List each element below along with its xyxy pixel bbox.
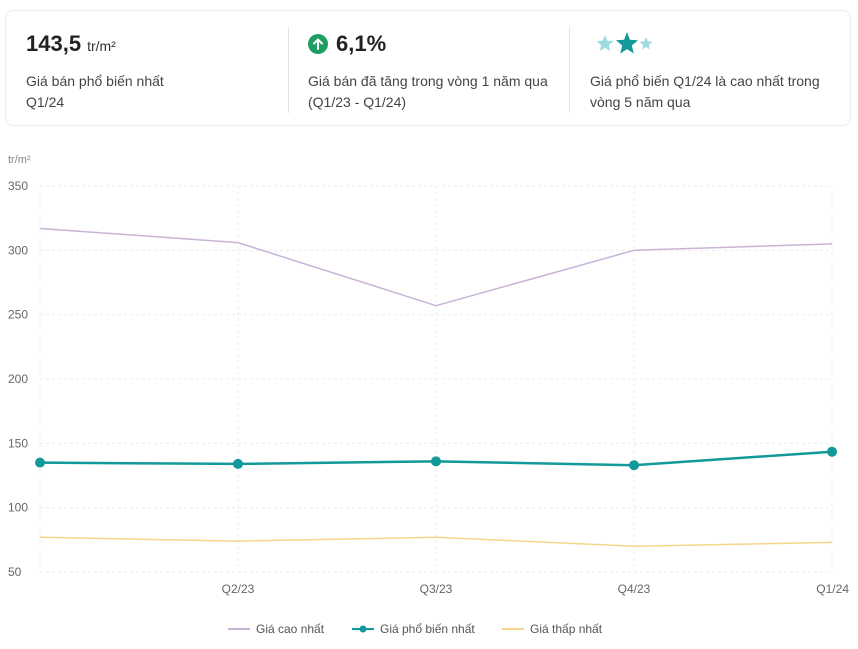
data-point-common[interactable] [431, 456, 441, 467]
y-tick-label: 200 [8, 372, 28, 386]
x-tick-label: Q1/24 [816, 582, 849, 596]
x-axis-ticks: Q2/23 Q3/23 Q4/23 Q1/24 [222, 582, 850, 596]
common-price-description: Giá bán phổ biến nhất Q1/24 [26, 71, 164, 113]
legend-label: Giá phổ biến nhất [380, 622, 475, 636]
price-change-desc-line1: Giá bán đã tăng trong vòng 1 năm qua [308, 73, 548, 89]
five-year-high-desc-line2: vòng 5 năm qua [590, 94, 691, 110]
y-axis-label: tr/m² [8, 154, 31, 166]
data-point-common[interactable] [827, 446, 837, 457]
five-year-high-description: Giá phổ biến Q1/24 là cao nhất trong vòn… [590, 71, 820, 113]
price-chart: tr/m² 50 100 150 200 250 300 350 Q2/23 Q3/23 Q4/… [0, 140, 858, 644]
divider [569, 27, 570, 113]
star-small-icon [596, 35, 614, 51]
series-high [39, 227, 833, 307]
data-point-common[interactable] [233, 458, 243, 469]
divider [288, 27, 289, 113]
series-low [39, 536, 833, 548]
stat-price-change: 6,1% Giá bán đã tăng trong vòng 1 năm qu… [308, 11, 566, 125]
data-point-common[interactable] [629, 460, 639, 471]
x-tick-label: Q3/23 [420, 582, 453, 596]
common-price-value: 143,5 [26, 31, 82, 56]
y-axis-ticks: 50 100 150 200 250 300 350 [8, 179, 28, 579]
series-line-high [39, 227, 833, 307]
common-price-desc-line1: Giá bán phổ biến nhất [26, 73, 164, 89]
stat-price-change-headline: 6,1% [308, 29, 386, 59]
series-common [35, 446, 837, 471]
series-lines [35, 227, 837, 548]
x-tick-label: Q4/23 [618, 582, 651, 596]
stars-icon [596, 32, 653, 54]
y-tick-label: 50 [8, 565, 22, 579]
common-price-desc-line2: Q1/24 [26, 94, 65, 110]
legend-item-common[interactable]: Giá phổ biến nhất [352, 622, 475, 636]
price-line-chart: tr/m² 50 100 150 200 250 300 350 Q2/23 Q3/23 Q4/… [8, 154, 850, 636]
y-tick-label: 250 [8, 308, 28, 322]
arrow-up-circle-icon [308, 34, 328, 54]
summary-card: 143,5 tr/m² Giá bán phổ biến nhất Q1/24 … [5, 10, 851, 126]
y-tick-label: 150 [8, 436, 28, 450]
series-line-low [39, 536, 833, 548]
legend-label: Giá thấp nhất [530, 622, 603, 636]
legend-item-high[interactable]: Giá cao nhất [228, 622, 325, 636]
common-price-unit: tr/m² [87, 38, 116, 54]
price-change-description: Giá bán đã tăng trong vòng 1 năm qua (Q1… [308, 71, 548, 113]
legend-label: Giá cao nhất [256, 622, 325, 636]
legend-item-low[interactable]: Giá thấp nhất [502, 622, 603, 636]
star-small-icon [639, 37, 653, 50]
legend[interactable]: Giá cao nhất Giá phổ biến nhất Giá thấp nh… [228, 622, 603, 636]
stat-common-price: 143,5 tr/m² Giá bán phổ biến nhất Q1/24 [26, 11, 281, 125]
gridlines [39, 185, 833, 573]
legend-marker [359, 625, 367, 633]
y-tick-label: 350 [8, 179, 28, 193]
stat-five-year-high: Giá phổ biến Q1/24 là cao nhất trong vòn… [590, 11, 840, 125]
five-year-high-desc-line1: Giá phổ biến Q1/24 là cao nhất trong [590, 73, 820, 89]
star-large-icon [616, 32, 638, 54]
price-change-value: 6,1% [336, 31, 387, 56]
price-change-desc-line2: (Q1/23 - Q1/24) [308, 94, 407, 110]
data-point-common[interactable] [35, 457, 45, 468]
x-tick-label: Q2/23 [222, 582, 255, 596]
y-tick-label: 100 [8, 501, 28, 515]
stat-common-price-headline: 143,5 tr/m² [26, 29, 116, 59]
y-tick-label: 300 [8, 243, 28, 257]
